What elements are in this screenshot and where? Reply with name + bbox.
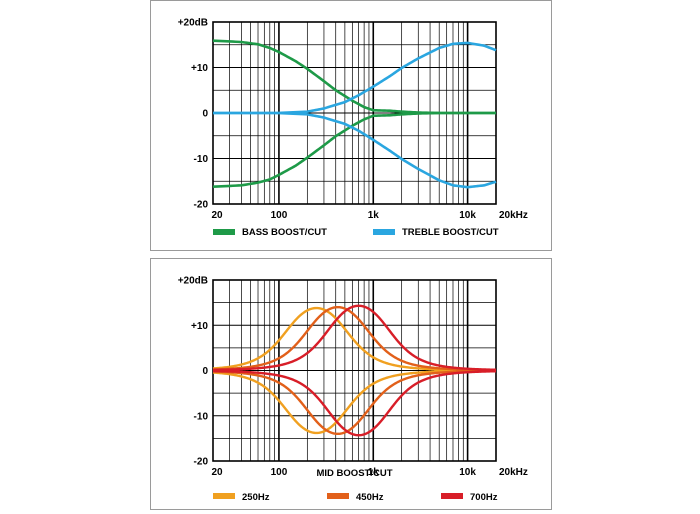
legend-label: BASS BOOST/CUT (242, 227, 327, 238)
peak-700Hz-cut-curve (212, 369, 497, 437)
x-tick-label: 100 (271, 210, 288, 221)
y-tick-label: 0 (202, 366, 208, 377)
x-tick-label: 20kHz (499, 210, 528, 221)
peak-curves (212, 304, 497, 437)
bass-curve-0 (212, 39, 496, 115)
peak-250Hz-boost-curve (212, 306, 497, 372)
peak-450Hz-cut-curve (212, 369, 497, 436)
y-tick-label: 0 (202, 109, 208, 120)
legend-label: TREBLE BOOST/CUT (402, 227, 499, 238)
x-tick-label: 10k (459, 467, 476, 478)
y-tick-label: -20 (194, 200, 209, 211)
legend-swatch (327, 493, 349, 499)
y-tick-label: +10 (191, 63, 208, 74)
y-tick-label: +10 (191, 321, 208, 332)
legend: 250Hz 450Hz 700Hz (213, 492, 498, 503)
y-tick-label: +20dB (178, 276, 208, 287)
x-axis-label: MID BOOST/CUT (317, 468, 393, 479)
legend-swatch (373, 229, 395, 235)
y-tick-label: -10 (194, 411, 209, 422)
x-tick-label: 20kHz (499, 467, 528, 478)
legend-swatch (213, 229, 235, 235)
treble-curve-3 (213, 111, 497, 189)
x-tick-label: 100 (271, 467, 288, 478)
x-tick-label: 1k (368, 210, 380, 221)
mid-chart-panel: +20dB +10 0 -10 -20 20 100 1k 10k 20kHz MID BOOST/… (150, 258, 552, 510)
series-curves (212, 39, 497, 189)
x-tick-label: 10k (459, 210, 476, 221)
bass-treble-chart-panel: +20dB +10 0 -10 -20 20 100 1k 10k 20kHz BASS BOOST… (150, 0, 552, 251)
y-tick-label: -20 (194, 457, 209, 468)
bass-curve-1 (212, 111, 496, 189)
legend: BASS BOOST/CUT TREBLE BOOST/CUT (213, 227, 499, 238)
treble-curve-2 (213, 41, 497, 115)
peak-700Hz-boost-curve (212, 304, 497, 372)
legend-swatch (213, 493, 235, 499)
x-tick-label: 20 (211, 210, 223, 221)
legend-label: 450Hz (356, 492, 384, 503)
x-tick-label: 20 (211, 467, 223, 478)
legend-label: 700Hz (470, 492, 498, 503)
peak-250Hz-cut-curve (212, 369, 497, 435)
peak-450Hz-boost-curve (212, 305, 497, 372)
y-tick-label: -10 (194, 154, 209, 165)
legend-swatch (441, 493, 463, 499)
x-tick-label: 1k (368, 467, 380, 478)
y-tick-label: +20dB (178, 18, 208, 29)
legend-label: 250Hz (242, 492, 270, 503)
